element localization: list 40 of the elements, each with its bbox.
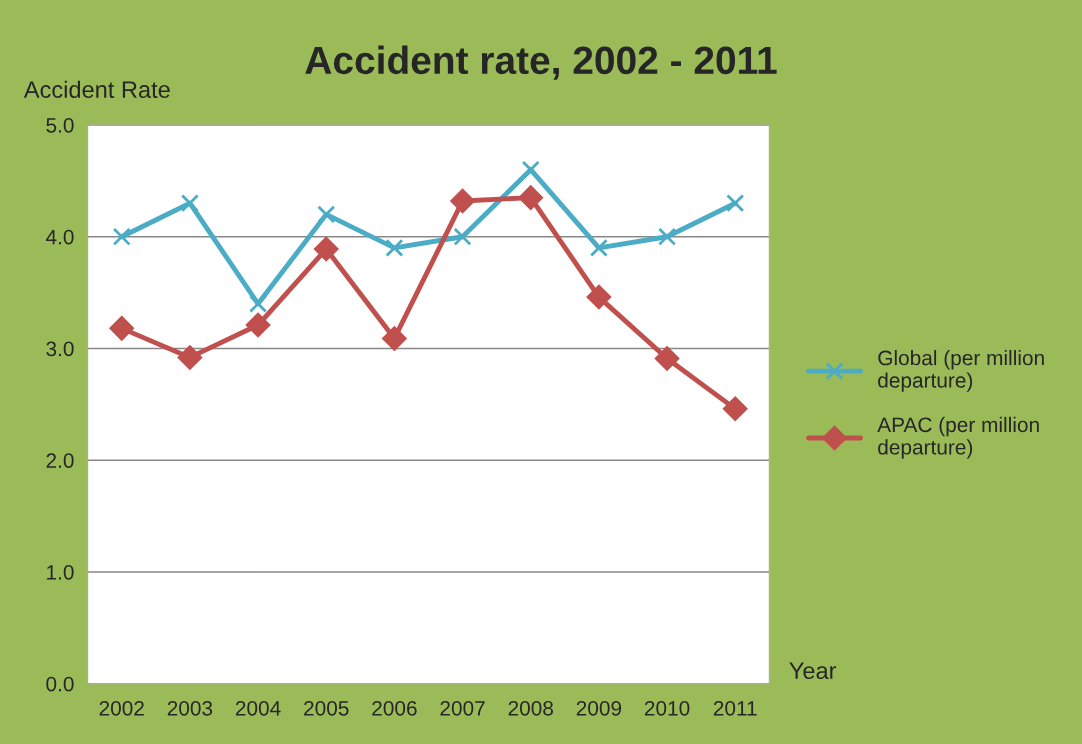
point (317, 205, 336, 224)
point (453, 227, 472, 246)
x-tick-label: 2008 (508, 700, 553, 716)
point (654, 346, 680, 371)
x-tick-label: 2009 (576, 700, 622, 716)
x-tick-label: 2006 (372, 700, 417, 716)
x-tick-label: 2004 (235, 700, 281, 716)
point (518, 185, 543, 210)
x-tick-label: 2005 (304, 700, 349, 716)
y-axis-title: Accident Rate (23, 80, 170, 99)
point (726, 194, 745, 213)
y-tick-label: 2.0 (46, 453, 74, 468)
point (589, 238, 608, 257)
y-tick-label: 4.0 (45, 229, 74, 245)
point (450, 188, 475, 214)
legend-label: Global (per million departure) (878, 350, 1044, 392)
x-axis-title: Year (789, 662, 837, 680)
point (658, 227, 677, 246)
x-tick-label: 2002 (99, 700, 144, 716)
point (112, 227, 131, 246)
y-tick-label: 1.0 (47, 564, 74, 580)
x-tick-label: 2010 (644, 700, 690, 716)
chart-title: Accident rate, 2002 - 2011 (305, 45, 777, 80)
point (180, 194, 199, 213)
y-tick-label: 5.0 (46, 117, 74, 133)
point (314, 236, 339, 262)
point (385, 238, 404, 257)
point (249, 294, 268, 313)
point (382, 326, 407, 351)
point (245, 312, 271, 338)
y-tick-label: 3.0 (46, 341, 74, 357)
legend-label: APAC (per million departure) (877, 416, 1039, 459)
x-tick-label: 2011 (713, 700, 757, 716)
point (177, 345, 203, 370)
point (109, 316, 134, 341)
y-tick-label: 0.0 (46, 676, 74, 692)
x-tick-label: 2007 (440, 700, 485, 716)
x-tick-label: 2003 (167, 700, 213, 716)
point (586, 284, 612, 310)
point (723, 396, 748, 422)
